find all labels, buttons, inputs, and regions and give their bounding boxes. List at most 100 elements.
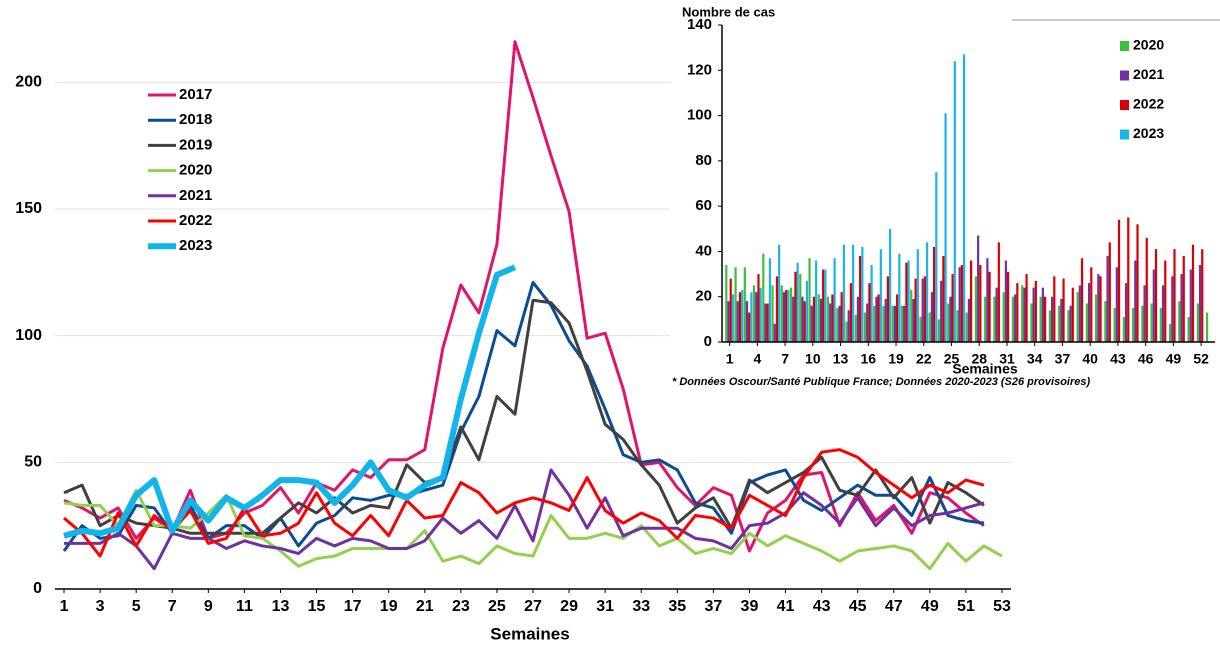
bar <box>836 308 839 342</box>
bar <box>933 246 936 342</box>
bar <box>923 276 926 342</box>
bar <box>1039 296 1042 342</box>
bar <box>1196 303 1199 342</box>
x-tick-label: 47 <box>885 598 903 615</box>
x-tick-label: 4 <box>753 351 761 367</box>
y-tick-label: 150 <box>15 200 42 217</box>
bar <box>1191 244 1195 342</box>
legend-label: 2022 <box>1133 96 1164 112</box>
x-tick-label: 35 <box>668 598 686 615</box>
bar <box>1168 323 1172 342</box>
bar <box>1069 305 1072 342</box>
bar <box>1205 312 1209 342</box>
bar <box>986 258 989 342</box>
bar <box>792 296 795 342</box>
x-axis-label: Semaines <box>490 624 569 643</box>
bar <box>910 289 913 342</box>
bar <box>956 310 959 342</box>
bar <box>812 296 816 342</box>
bar <box>854 314 857 342</box>
x-tick-label: 1 <box>726 351 734 367</box>
bar <box>757 274 760 342</box>
bar <box>768 258 772 342</box>
bar <box>979 265 982 342</box>
bar <box>1097 274 1100 342</box>
bar <box>775 276 779 342</box>
bar <box>762 253 765 342</box>
legend-label: 2020 <box>179 162 212 179</box>
bar <box>787 289 790 342</box>
x-tick-label: 53 <box>993 598 1011 615</box>
bar <box>953 61 956 342</box>
bar <box>995 287 998 342</box>
x-tick-label: 5 <box>132 598 141 615</box>
bar <box>1104 301 1107 342</box>
bar <box>789 287 793 342</box>
bar <box>993 296 996 342</box>
bar <box>905 262 908 342</box>
bar <box>1043 296 1047 342</box>
bar <box>1051 296 1054 342</box>
bar <box>863 312 867 342</box>
y-axis-label: Nombre de cas <box>682 4 775 19</box>
bar <box>1085 303 1088 342</box>
bar <box>1159 308 1162 342</box>
bar <box>1124 283 1128 342</box>
line-series <box>63 448 985 558</box>
x-tick-label: 27 <box>524 598 542 615</box>
y-tick-label: 140 <box>687 16 712 33</box>
bar <box>919 317 922 342</box>
x-tick-label: 13 <box>272 598 290 615</box>
x-tick-label: 34 <box>1027 351 1043 367</box>
bar <box>896 294 899 342</box>
bar <box>1171 276 1174 342</box>
bar <box>847 310 850 342</box>
legend-label: 2021 <box>179 187 212 204</box>
bar <box>808 258 811 342</box>
bar <box>831 294 834 342</box>
bar <box>773 323 776 342</box>
x-tick-label: 39 <box>741 598 759 615</box>
x-tick-label: 46 <box>1138 351 1154 367</box>
bar <box>891 305 894 342</box>
bar <box>1076 292 1079 342</box>
bar <box>736 301 739 342</box>
bar <box>803 301 806 342</box>
x-tick-label: 37 <box>704 598 722 615</box>
y-tick-label: 100 <box>15 327 42 344</box>
bar <box>940 280 943 342</box>
bar <box>886 276 889 342</box>
bar <box>873 305 876 342</box>
legend-swatch <box>1120 41 1129 51</box>
bar <box>1180 274 1183 342</box>
bar <box>838 305 841 342</box>
bar <box>750 292 753 342</box>
bar <box>1178 301 1181 342</box>
bar <box>1117 219 1121 342</box>
x-tick-label: 9 <box>204 598 213 615</box>
x-tick-label: 43 <box>813 598 831 615</box>
bar <box>1032 287 1035 342</box>
x-tick-label: 22 <box>916 351 932 367</box>
bar <box>970 260 973 342</box>
x-tick-label: 37 <box>1055 351 1071 367</box>
bar <box>799 274 802 342</box>
bar <box>967 298 970 342</box>
bar <box>1030 303 1033 342</box>
bar <box>1002 292 1005 342</box>
bar <box>725 265 728 342</box>
line-series <box>63 298 985 535</box>
legend-label: 2021 <box>1133 66 1164 82</box>
line-series <box>63 40 985 553</box>
bar <box>907 260 910 342</box>
x-tick-label: 25 <box>488 598 506 615</box>
x-tick-label: 25 <box>944 351 960 367</box>
y-tick-label: 20 <box>695 288 712 305</box>
bar <box>893 305 897 342</box>
bar <box>1041 287 1044 342</box>
x-tick-label: 15 <box>308 598 326 615</box>
bar <box>729 278 732 342</box>
bar <box>1021 285 1024 342</box>
bar <box>1164 260 1167 342</box>
bar <box>1122 317 1125 342</box>
